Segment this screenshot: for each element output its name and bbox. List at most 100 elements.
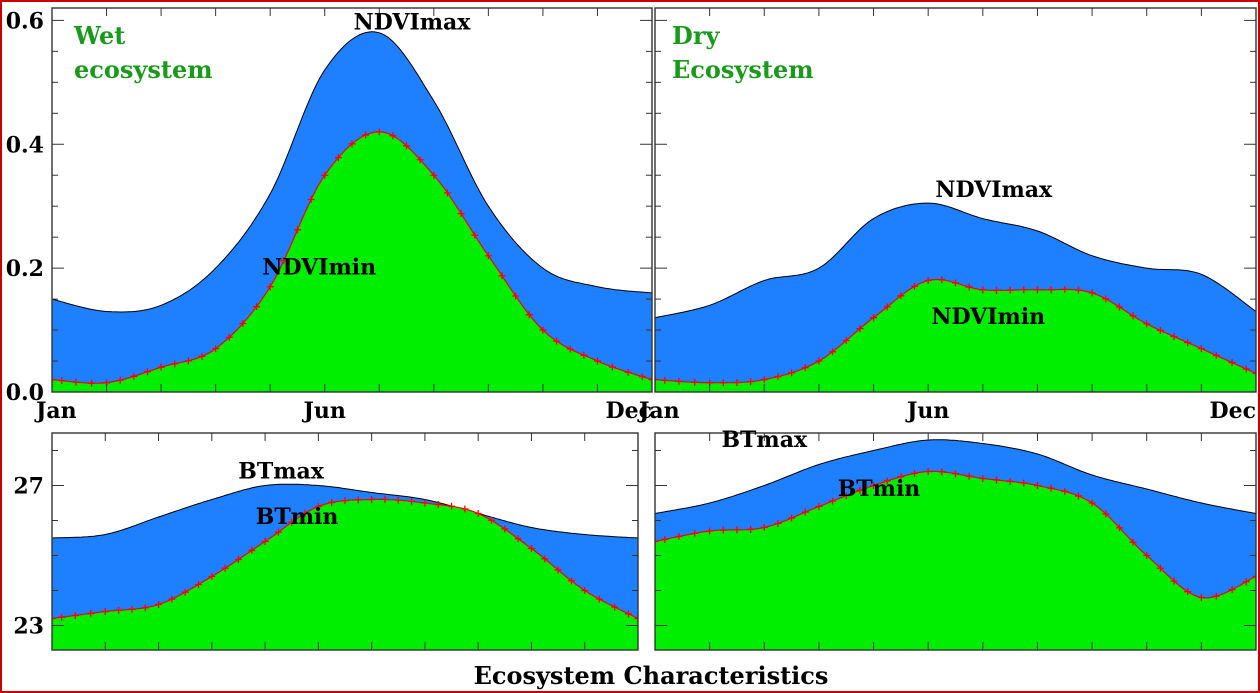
marker-btmin [624, 610, 632, 618]
plot-area [655, 202, 1256, 392]
marker-btmin [1252, 573, 1256, 580]
marker-ndvimin [293, 226, 301, 234]
marker-ndvimin [553, 337, 561, 345]
marker-ndvimin [1228, 359, 1236, 367]
panel-dry-ndvi: Jan Jun Dec Dry Ecosystem NDVImax NDVImin [637, 7, 1257, 424]
marker-ndvimin [539, 326, 547, 334]
marker-ndvimin [239, 319, 247, 327]
marker-ndvimin [1143, 320, 1151, 328]
marker-ndvimin [198, 352, 206, 360]
marker-ndvimin [498, 272, 506, 280]
marker-ndvimin [225, 333, 233, 341]
marker-ndvimin [321, 171, 329, 179]
marker-ndvimin [938, 276, 946, 284]
axes-frame [51, 432, 639, 651]
marker-btmin [1020, 479, 1028, 487]
marker-ndvimin [733, 379, 741, 387]
marker-btmin [527, 545, 535, 552]
marker-btmin [661, 535, 669, 543]
marker-ndvimin [1115, 303, 1123, 311]
marker-btmin [1061, 487, 1069, 495]
marker-ndvimin [566, 345, 574, 353]
marker-ndvimin [484, 252, 492, 260]
x-tick-label: Jun [302, 398, 346, 424]
marker-ndvimin [924, 277, 932, 285]
marker-ndvimin [1212, 351, 1220, 359]
marker-btmin [856, 486, 864, 494]
marker-btmin [1184, 588, 1192, 596]
curve-label: NDVImin [262, 254, 376, 280]
marker-ndvimin [171, 360, 179, 368]
marker-btmin [541, 555, 549, 563]
marker-ndvimin [580, 351, 588, 359]
marker-ndvimin [1197, 345, 1205, 353]
line-ndvimax [52, 31, 652, 313]
marker-ndvimin [842, 337, 850, 345]
marker-btmin [1115, 524, 1123, 532]
marker-btmin [514, 535, 522, 543]
marker-btmin [747, 525, 755, 533]
panel-wet-bt: 23 27 BTmax BTmin [13, 432, 639, 651]
marker-btmin [815, 503, 823, 510]
marker-ndvimin [897, 292, 905, 300]
marker-ndvimin [883, 303, 891, 311]
marker-btmin [1074, 492, 1082, 500]
curve-label: BTmin [256, 504, 339, 530]
area-ndvimin [655, 279, 1256, 392]
marker-ndvimin [1006, 286, 1014, 294]
marker-ndvimin [88, 379, 96, 387]
marker-btmin [1143, 552, 1151, 559]
marker-ndvimin [348, 140, 356, 148]
marker-ndvimin [512, 292, 520, 300]
marker-ndvimin [1074, 286, 1082, 294]
marker-btmin [952, 470, 959, 478]
curve-label: BTmin [838, 476, 921, 502]
marker-btmin [141, 604, 149, 612]
y-tick-label: 27 [13, 474, 44, 500]
marker-btmin [924, 468, 932, 475]
marker-btmin [434, 501, 442, 509]
marker-ndvimin [719, 379, 727, 387]
x-tick-label: Jan [637, 398, 680, 424]
marker-btmin [1212, 592, 1220, 600]
marker-btmin [368, 496, 376, 503]
marker-ndvimin [1033, 286, 1041, 294]
marker-btmin [408, 497, 416, 505]
marker-ndvimin [58, 377, 66, 385]
marker-ndvimin [691, 378, 699, 386]
marker-btmin [341, 497, 349, 505]
marker-btmin [1242, 578, 1250, 586]
line-btmax [52, 483, 638, 539]
marker-btmin [655, 538, 659, 545]
marker-btmin [1006, 477, 1014, 485]
marker-btmin [474, 510, 482, 517]
marker-btmin [897, 473, 905, 481]
marker-ndvimin [655, 376, 659, 384]
marker-btmin [301, 509, 309, 517]
marker-ndvimin [362, 131, 370, 139]
marker-btmin [733, 526, 741, 534]
marker-btmin [567, 577, 575, 585]
marker-btmin [461, 505, 469, 513]
marker-ndvimin [638, 373, 646, 381]
marker-ndvimin [72, 378, 80, 386]
marker-btmin [634, 615, 638, 622]
curve-label: BTmax [238, 459, 324, 485]
marker-btmin [788, 514, 796, 522]
marker-btmin [52, 615, 56, 622]
panel-title: ecosystem [74, 55, 213, 84]
axes-frame [51, 7, 653, 393]
marker-btmin [354, 496, 362, 504]
marker-btmin [829, 497, 837, 505]
panel-title: Dry [672, 21, 720, 50]
area-ndvimin [52, 131, 652, 392]
marker-ndvimin [1088, 289, 1096, 297]
axes-frame [654, 432, 1257, 651]
y-tick-label: 0.6 [6, 8, 44, 34]
marker-ndvimin [1242, 365, 1250, 373]
marker-btmin [101, 608, 109, 615]
marker-ndvimin [774, 373, 782, 381]
marker-btmin [274, 528, 282, 536]
marker-btmin [938, 468, 946, 476]
